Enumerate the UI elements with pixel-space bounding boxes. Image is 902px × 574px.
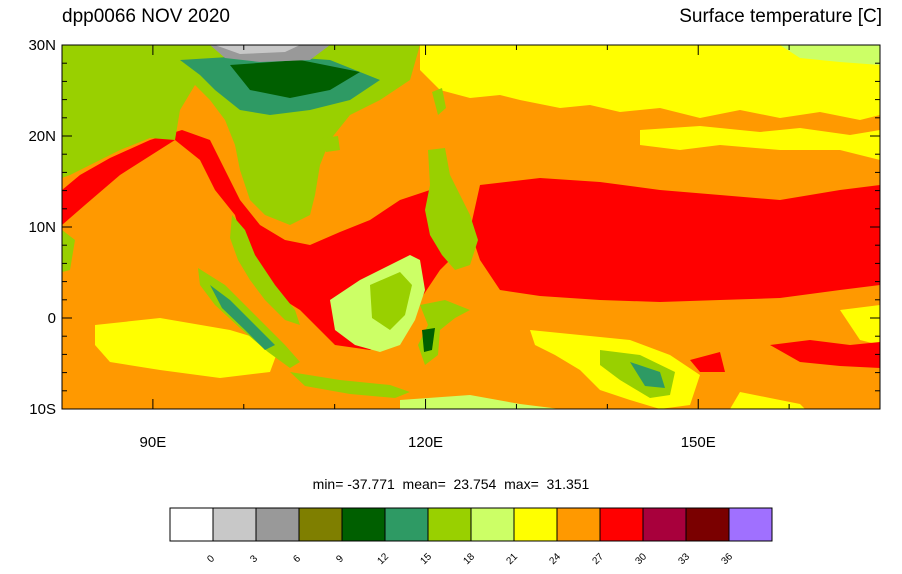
colorbar-label: 21 [504, 551, 520, 567]
land-india-edge [62, 230, 75, 272]
land-java [290, 372, 410, 398]
land-himalaya-snow [215, 45, 300, 54]
lat-tick-label: 30N [28, 37, 56, 54]
colorbar-label: 12 [375, 551, 391, 567]
land-sulawesi-mountains [422, 328, 435, 352]
cool-ocean-south-east [840, 305, 880, 345]
land-borneo-interior [370, 272, 412, 330]
colorbar-box [470, 507, 515, 542]
colorbar-box [427, 507, 472, 542]
land-malay-peninsula [230, 215, 300, 325]
colorbar-box [384, 507, 429, 542]
lon-tick-label: 90E [140, 434, 167, 451]
colorbar-label: 30 [633, 551, 649, 567]
lon-tick-label: 150E [681, 434, 716, 451]
colorbar-box [599, 507, 644, 542]
land-hainan [322, 136, 340, 152]
colorbar-box [685, 507, 730, 542]
colorbar-label: 0 [205, 553, 217, 565]
colorbar-boxes [169, 507, 773, 542]
colorbar-label: 27 [590, 551, 606, 567]
map-title: dpp0066 NOV 2020 [62, 6, 230, 27]
colorbar-box [513, 507, 558, 542]
colorbar-box [556, 507, 601, 542]
land-cape-york [730, 392, 805, 409]
colorbar-box [255, 507, 300, 542]
land-sumatra [198, 268, 300, 368]
colorbar-box [341, 507, 386, 542]
land-taiwan [432, 88, 446, 115]
lat-tick-label: 0 [48, 310, 56, 327]
land-new-guinea-peaks [630, 362, 665, 388]
axis-labels: 30N 20N 10N 0 10S 90E 120E 150E [28, 37, 715, 451]
warm-pool-east [470, 178, 880, 302]
colorbar-label: 36 [719, 551, 735, 567]
variable-title: Surface temperature [C] [679, 6, 882, 27]
cool-ocean-north [420, 45, 880, 120]
map-plot: 30N 20N 10N 0 10S 90E 120E 150E [28, 37, 881, 451]
land-sumatra-mountains [210, 285, 275, 350]
colorbar-label: 24 [547, 551, 563, 567]
lat-tick-label: 10N [28, 219, 56, 236]
land-australia-north [400, 395, 560, 409]
land-mainland-mountains [230, 60, 360, 98]
lon-tick-label: 120E [408, 434, 443, 451]
warm-spot-timor [690, 352, 725, 372]
cool-ocean-north-light [780, 45, 880, 65]
colorbar-label: 9 [334, 553, 346, 565]
colorbar-label: 15 [418, 551, 434, 567]
colorbar-box [169, 507, 214, 542]
colorbar-box [212, 507, 257, 542]
cool-ocean-north-band [640, 126, 880, 160]
stats-line: min= -37.771 mean= 23.754 max= 31.351 [312, 476, 590, 492]
cool-ocean-south [95, 318, 280, 378]
warm-spot-southeast [770, 340, 880, 368]
lat-tick-label: 10S [29, 401, 56, 418]
colorbar-box [298, 507, 343, 542]
colorbar-label: 33 [676, 551, 692, 567]
colorbar-label: 18 [461, 551, 477, 567]
colorbar-box [642, 507, 687, 542]
colorbar-label: 3 [248, 553, 260, 565]
axis-ticks [61, 44, 881, 410]
lat-tick-label: 20N [28, 128, 56, 145]
colorbar-label: 6 [291, 553, 303, 565]
colorbar-labels: 0 3 6 9 12 15 18 21 24 27 30 33 36 [205, 551, 735, 567]
land-philippines [425, 148, 478, 270]
colorbar-box [728, 507, 773, 542]
